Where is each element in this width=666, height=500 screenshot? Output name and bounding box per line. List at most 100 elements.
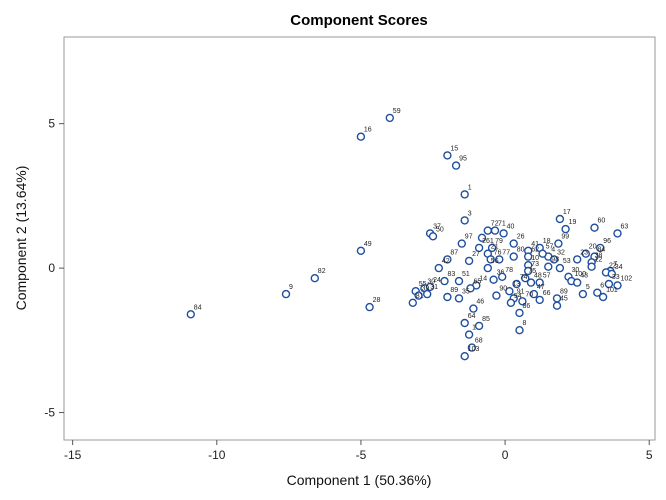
data-point (515, 326, 524, 335)
x-axis-title: Component 1 (50.36%) (287, 472, 432, 488)
x-tick-label: -10 (208, 448, 226, 462)
data-point (526, 278, 536, 287)
data-point (460, 318, 469, 328)
data-point (451, 161, 461, 170)
data-point (490, 226, 500, 235)
data-point (555, 214, 565, 224)
data-points: 8498249281659159513375097937271402626179… (186, 108, 632, 361)
data-point (518, 297, 527, 306)
data-point (469, 304, 478, 313)
y-axis-title: Component 2 (13.64%) (13, 166, 29, 311)
data-point-label: 27 (472, 251, 480, 258)
data-point (509, 239, 518, 248)
data-point (408, 298, 417, 307)
data-point-label: 40 (507, 223, 515, 230)
data-point (544, 262, 553, 271)
data-point-label: 73 (531, 261, 539, 268)
data-point-label: 74 (520, 274, 528, 281)
data-point-label: 68 (475, 338, 483, 345)
data-point (492, 291, 501, 300)
data-point (521, 274, 530, 283)
data-point-label: 78 (505, 267, 513, 274)
data-point (529, 289, 539, 299)
data-point-label: 76 (494, 249, 502, 256)
data-point-label: 41 (531, 241, 539, 248)
data-point-label: 85 (482, 316, 490, 323)
data-point (578, 289, 588, 299)
data-point-label: 64 (468, 313, 476, 320)
data-point (554, 239, 563, 248)
data-point (561, 224, 570, 234)
data-point-label: 24 (433, 277, 441, 284)
data-point (515, 308, 524, 318)
data-point-label: 48 (534, 273, 542, 280)
data-point (535, 278, 544, 287)
data-point (385, 113, 394, 123)
data-point-label: 5 (586, 284, 590, 291)
data-point-label: 3 (468, 210, 472, 217)
data-point (466, 284, 475, 293)
data-point-label: 60 (598, 218, 606, 225)
data-point-label: 90 (499, 286, 507, 293)
data-point (425, 282, 435, 292)
data-point-label: 79 (495, 238, 503, 245)
data-point-label: 81 (416, 293, 424, 300)
data-point-label: 57 (546, 244, 554, 251)
data-point-label: 1 (472, 325, 476, 332)
data-point-label: 72 (491, 221, 499, 228)
data-point (487, 243, 497, 253)
data-point-label: 49 (364, 241, 372, 248)
data-point (498, 272, 507, 281)
data-point-label: 28 (373, 297, 381, 304)
data-point-label: 65 (474, 278, 482, 285)
data-point-label: 32 (557, 249, 565, 256)
data-point-label: 31 (430, 284, 438, 291)
data-point-label: 7 (613, 261, 617, 268)
data-point (464, 256, 474, 266)
data-point (535, 295, 544, 305)
data-point-label: 59 (393, 108, 401, 115)
data-point (607, 269, 616, 279)
data-point-label: 99 (561, 234, 569, 241)
data-point-label: 83 (448, 271, 456, 278)
data-point (460, 216, 469, 225)
data-point (596, 243, 605, 253)
data-point (509, 252, 518, 261)
data-point-label: 18 (543, 238, 551, 245)
data-point (483, 263, 492, 273)
x-axis: -15 -10 -5 0 5 (64, 440, 653, 462)
data-point-label: 98 (551, 257, 559, 264)
data-point (281, 289, 291, 299)
data-point-label: 84 (194, 304, 202, 311)
data-point-label: 80 (517, 247, 525, 254)
data-point (581, 249, 590, 258)
data-point-label: 13 (512, 281, 520, 288)
data-point-label: 30 (572, 267, 580, 274)
data-point-label: 23 (580, 249, 588, 256)
data-point-label: 77 (502, 249, 510, 256)
data-point-label: 86 (523, 303, 531, 310)
data-point-label: 21 (491, 244, 499, 251)
data-point (505, 287, 514, 296)
y-tick-label: 5 (48, 117, 55, 131)
data-point (524, 266, 533, 276)
data-point-label: 82 (318, 268, 326, 275)
data-point-label: 96 (603, 238, 611, 245)
data-point-label: 75 (528, 268, 536, 275)
plot-area (63, 36, 656, 441)
data-point (573, 278, 582, 287)
data-point-label: 84 (598, 247, 606, 254)
data-point-label: 66 (543, 290, 551, 297)
data-point-label: 8 (523, 320, 527, 327)
data-point (460, 190, 469, 199)
data-point (483, 226, 492, 235)
data-point (356, 132, 366, 141)
data-point (454, 294, 464, 303)
data-point-label: 51 (462, 271, 470, 278)
data-point (443, 151, 452, 160)
data-point-label: 26 (517, 234, 525, 241)
data-point-label: 71 (498, 221, 506, 228)
data-point (474, 243, 484, 253)
